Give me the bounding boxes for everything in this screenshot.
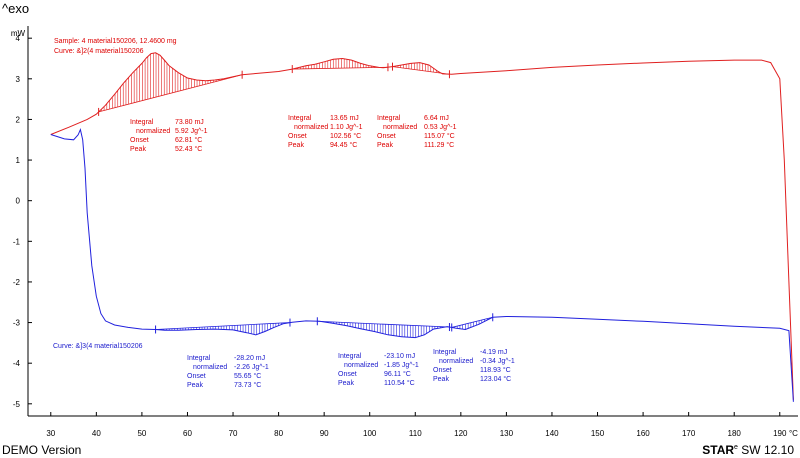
blue-peak-hatch-3-baseline <box>451 316 493 328</box>
x-tick-label: 110 <box>409 429 422 438</box>
x-tick-label: 150 <box>591 429 605 438</box>
x-tick-label: 170 <box>682 429 696 438</box>
y-tick-label: 3 <box>16 75 21 84</box>
peak-field-label: Onset <box>130 137 149 144</box>
peak-field-value: -2.26 Jg^-1 <box>234 364 269 371</box>
peak-field-label: Integral <box>187 355 211 362</box>
y-tick-label: -1 <box>13 237 21 246</box>
peak-field-label: Peak <box>338 380 354 387</box>
y-tick-label: 1 <box>16 156 21 165</box>
peak-field-label: normalized <box>344 362 378 369</box>
red-peak-hatch-1-baseline <box>98 74 243 113</box>
x-tick-label: 70 <box>229 429 238 438</box>
peak-field-value: 6.64 mJ <box>424 115 449 122</box>
red-curve-line <box>50 52 794 400</box>
x-tick-label: 40 <box>92 429 101 438</box>
peak-field-label: Peak <box>377 142 393 149</box>
peak-field-value: 115.07 °C <box>424 132 455 140</box>
peak-field-label: normalized <box>136 128 170 135</box>
x-tick-label: 120 <box>454 429 468 438</box>
peak-field-label: Peak <box>130 146 146 153</box>
peak-field-value: 96.11 °C <box>384 370 411 378</box>
peak-field-label: Integral <box>288 115 312 122</box>
x-axis-unit-label: °C <box>789 429 798 438</box>
peak-field-value: 118.93 °C <box>480 366 511 374</box>
blue-curve-line <box>50 127 794 402</box>
peak-field-label: Onset <box>377 133 396 140</box>
peak-field-label: Integral <box>433 349 457 356</box>
peak-field-value: 94.45 °C <box>330 141 357 149</box>
y-tick-label: 4 <box>16 34 21 43</box>
exo-direction-label: ^exo <box>2 1 30 16</box>
red-peak-hatch-2-baseline <box>292 66 388 70</box>
peak-field-label: Peak <box>288 142 304 149</box>
peak-field-value: 62.81 °C <box>175 136 202 144</box>
peak-field-value: 5.92 Jg^-1 <box>175 128 208 135</box>
peak-field-value: -0.34 Jg^-1 <box>480 358 515 365</box>
x-tick-label: 190 <box>773 429 787 438</box>
peak-field-label: normalized <box>193 364 227 371</box>
peak-field-value: 13.65 mJ <box>330 115 359 122</box>
peak-field-value: 110.54 °C <box>384 379 415 387</box>
peak-field-value: 73.73 °C <box>234 381 261 389</box>
blue-curve-header: Curve: &]3(4 material150206 <box>53 343 143 350</box>
blue-peak-hatch-1-baseline <box>155 322 291 330</box>
peak-field-label: Integral <box>377 115 401 122</box>
x-tick-label: 60 <box>183 429 192 438</box>
peak-field-value: 111.29 °C <box>424 141 454 149</box>
x-tick-label: 160 <box>636 429 650 438</box>
peak-field-label: normalized <box>439 358 473 365</box>
y-tick-label: 2 <box>16 115 21 124</box>
peak-field-label: Integral <box>130 119 154 126</box>
x-tick-label: 140 <box>545 429 559 438</box>
x-tick-label: 80 <box>274 429 283 438</box>
peak-field-value: 0.53 Jg^-1 <box>424 124 457 131</box>
peak-field-value: -23.10 mJ <box>384 353 415 360</box>
x-tick-label: 30 <box>46 429 55 438</box>
brand-name: STAR <box>702 443 735 457</box>
peak-field-value: 55.65 °C <box>234 372 261 380</box>
peak-field-label: normalized <box>294 124 328 131</box>
y-tick-label: -2 <box>13 278 21 287</box>
peak-field-label: Onset <box>338 371 357 378</box>
version-number: SW 12.10 <box>741 443 794 457</box>
peak-field-label: Peak <box>187 382 203 389</box>
software-version-label: STARe SW 12.10 <box>702 443 794 457</box>
peak-field-value: 102.56 °C <box>330 132 361 140</box>
x-tick-label: 100 <box>363 429 377 438</box>
peak-field-value: 52.43 °C <box>175 145 202 153</box>
brand-mark: e <box>734 444 738 451</box>
peak-field-value: -28.20 mJ <box>234 355 265 362</box>
red-curve-header: Curve: &]2(4 material150206 <box>54 48 144 55</box>
peak-field-value: 1.10 Jg^-1 <box>330 124 363 131</box>
peak-field-label: Peak <box>433 376 449 383</box>
x-tick-label: 180 <box>728 429 742 438</box>
y-tick-label: -5 <box>13 400 21 409</box>
peak-field-label: Onset <box>187 373 206 380</box>
demo-version-label: DEMO Version <box>2 443 82 457</box>
y-tick-label: -4 <box>13 359 21 368</box>
peak-field-value: 73.80 mJ <box>175 119 204 126</box>
y-axis-unit-label: mW <box>11 29 26 38</box>
peak-field-label: Integral <box>338 353 362 360</box>
x-tick-label: 90 <box>320 429 329 438</box>
peak-field-value: -4.19 mJ <box>480 349 507 356</box>
red-sample-header: Sample: 4 material150206, 12.4600 mg <box>54 38 177 45</box>
y-tick-label: -3 <box>13 319 21 328</box>
peak-field-value: 123.04 °C <box>480 375 511 383</box>
peak-field-value: -1.85 Jg^-1 <box>384 362 419 369</box>
y-tick-label: 0 <box>16 197 21 206</box>
blue-peak-hatch-2-baseline <box>317 320 450 328</box>
peak-field-label: normalized <box>383 124 417 131</box>
peak-field-label: Onset <box>433 367 452 374</box>
x-tick-label: 130 <box>500 429 514 438</box>
peak-field-label: Onset <box>288 133 307 140</box>
x-tick-label: 50 <box>137 429 146 438</box>
